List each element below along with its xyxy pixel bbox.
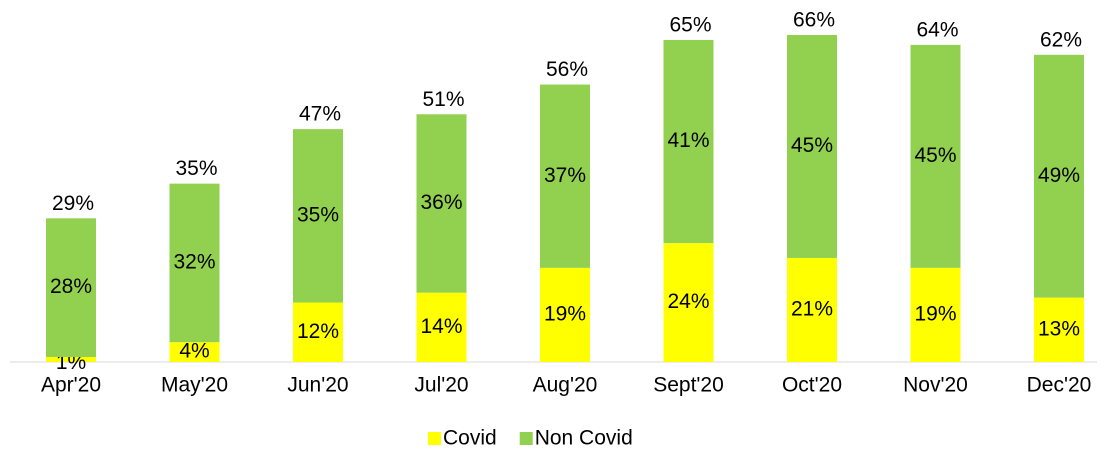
bar-segment	[169, 342, 220, 362]
value-label: 19%	[914, 302, 956, 325]
value-label: 24%	[667, 290, 709, 313]
bar-segment	[663, 243, 714, 362]
x-tick-label: Aug'20	[533, 374, 598, 397]
value-label: 13%	[1038, 317, 1080, 340]
bar-segment	[1034, 297, 1084, 362]
value-label: 4%	[179, 340, 209, 363]
x-tick-label: Sept'20	[653, 374, 724, 397]
bar-segment	[416, 292, 467, 362]
value-label: 14%	[420, 315, 462, 338]
value-label: 36%	[420, 191, 462, 214]
value-label: 32%	[173, 250, 215, 273]
bar-segment	[663, 39, 714, 244]
total-label: 66%	[793, 9, 835, 32]
legend-label: Non Covid	[535, 427, 633, 450]
bar-segment	[293, 129, 343, 303]
total-label: 29%	[52, 192, 94, 215]
total-label: 62%	[1040, 28, 1082, 51]
total-label: 47%	[299, 103, 341, 126]
bar-segment	[1034, 54, 1084, 298]
x-tick-label: Jul'20	[414, 374, 468, 397]
value-label: 21%	[791, 298, 833, 321]
legend-swatch	[428, 432, 441, 445]
total-label: 56%	[546, 58, 588, 81]
x-tick-label: May'20	[161, 374, 228, 397]
value-label: 45%	[914, 144, 956, 167]
bar-segment	[540, 84, 590, 268]
value-label: 37%	[544, 164, 586, 187]
value-label: 41%	[667, 129, 709, 152]
x-tick-label: Apr'20	[41, 374, 101, 397]
x-tick-label: Jun'20	[287, 374, 348, 397]
bar-segment	[46, 218, 96, 358]
legend-swatch	[519, 432, 533, 445]
value-label: 45%	[791, 134, 833, 157]
bar-segment	[540, 267, 590, 362]
bar-segment	[787, 257, 837, 362]
bar-segment	[293, 302, 343, 362]
bar-segment	[910, 44, 961, 268]
bar-segment	[787, 35, 837, 258]
total-label: 64%	[916, 18, 958, 41]
legend-label: Covid	[443, 427, 497, 450]
x-tick-label: Dec'20	[1027, 374, 1092, 397]
value-label: 49%	[1038, 164, 1080, 187]
bar-segment	[416, 114, 467, 293]
bar-segment	[169, 183, 220, 343]
x-tick-label: Oct'20	[782, 374, 842, 397]
value-label: 12%	[297, 320, 339, 343]
value-label: 35%	[297, 203, 339, 226]
bar-segment	[910, 267, 961, 362]
total-label: 51%	[422, 88, 464, 111]
total-label: 65%	[669, 14, 711, 37]
value-label: 28%	[50, 275, 92, 298]
bar-segment	[46, 357, 96, 362]
x-tick-label: Nov'20	[903, 374, 968, 397]
total-label: 35%	[175, 157, 217, 180]
value-label: 19%	[544, 302, 586, 325]
